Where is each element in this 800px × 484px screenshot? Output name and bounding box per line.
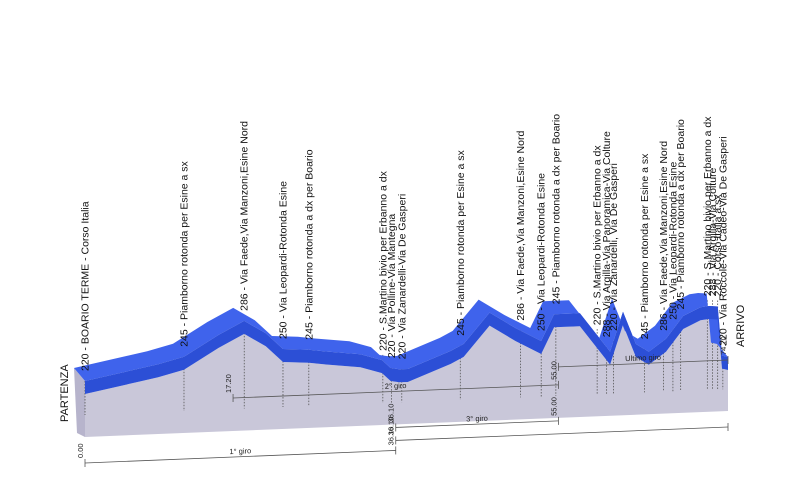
waypoint-label: 245 - Piamborno rotonda per Esine a sx bbox=[455, 149, 467, 335]
waypoint-label: 220 - Via Polline-Via Mantegna bbox=[386, 214, 398, 359]
waypoint-label: 220 - BOARIO TERME - Corso Italia bbox=[80, 201, 92, 371]
lap-name: 2° giro bbox=[385, 381, 407, 391]
waypoint-label: 220 - S.Martino bivio per Erbanno a dx bbox=[592, 145, 604, 326]
waypoint-label: 220 - Corso Italia a sx bbox=[712, 194, 724, 297]
lap-end-km: 55.00 bbox=[549, 361, 558, 380]
waypoint-label: 220 - S.Martino bivio per Erbanno a dx bbox=[377, 170, 389, 351]
base-left-face bbox=[74, 368, 85, 437]
waypoint-label: 220 - S.Martino bivio per Erbanno a dx bbox=[702, 116, 714, 297]
waypoint-label: 245 - Piamborno rotonda per Esine a sx bbox=[639, 153, 651, 339]
waypoint-label: 286 - Via Faede,Via Manzoni,Esine Nord bbox=[239, 121, 251, 311]
waypoint-label: 250 - Via Leopardi-Rotonda Esine bbox=[278, 181, 290, 339]
lap-name: 1° giro bbox=[229, 446, 251, 456]
lap-end-km: 55.00 bbox=[549, 397, 558, 416]
lap-start-km: 36.10 bbox=[387, 417, 396, 436]
lap-scale-line bbox=[395, 420, 559, 428]
waypoint-label: 245 - Piamborno rotonda a dx per Boario bbox=[675, 119, 687, 309]
lap-scale: 1° giro 0.00 36.10 2° giro 17.20 55.00 3° giro… bbox=[76, 336, 729, 467]
start-label: PARTENZA bbox=[59, 364, 71, 422]
profile-base-block bbox=[74, 319, 728, 437]
base-front-face bbox=[85, 319, 728, 437]
waypoint-label: 288 - Via Argilla-Via Colture bbox=[707, 167, 719, 296]
lap-scale-line bbox=[558, 359, 729, 368]
profile-top-surface bbox=[74, 293, 728, 394]
waypoint-labels: 220 - BOARIO TERME - Corso Italia 245 - P… bbox=[80, 114, 730, 371]
waypoint-label: 286 - Via Faede,Via Manzoni,Esine Nord bbox=[515, 131, 527, 321]
waypoint-label: 220 - Via Zanardelli-Via De Gasperi bbox=[396, 194, 408, 359]
finish-label: ARRIVO bbox=[735, 304, 747, 347]
waypoint-label: 220 - Via Roccole-Via Cadeo-Via De Gaspe… bbox=[717, 136, 729, 346]
lap-scale-line bbox=[84, 450, 396, 464]
lap-end-km: 36.10 bbox=[387, 427, 396, 446]
waypoint-label: 250 - Via Leopardi-Rotonda Esine bbox=[667, 162, 679, 320]
lap-end-km: 74.70 bbox=[719, 336, 728, 355]
waypoint-label: 245 - Piamborno rotonda per Esine a sx bbox=[179, 160, 191, 346]
waypoint-label: 288 - Via Argilla-Via Panoramica-Via Col… bbox=[601, 131, 613, 337]
lap-start-km: 36.10 bbox=[387, 404, 396, 423]
waypoint-label: 245 - Piamborno rotonda a dx per Boario bbox=[303, 149, 315, 339]
top-surface bbox=[74, 293, 728, 381]
waypoint-label: 250 - Via Leopardi-Rotonda Esine bbox=[536, 173, 548, 331]
lap-start-km: 0.00 bbox=[76, 443, 85, 458]
waypoint-label: 286 - Via Faede,Via Manzoni,Esine Nord bbox=[658, 141, 670, 331]
lap-name: 3° giro bbox=[466, 414, 488, 424]
waypoint-label: 220 - Via Zanardelli, Via De Gasperi bbox=[608, 163, 620, 331]
lap-start-km: 17.20 bbox=[224, 374, 233, 393]
lap-scale-line bbox=[233, 384, 559, 399]
waypoint-label: 245 - Piamborno rotonda a dx per Boario bbox=[550, 114, 562, 304]
lap-name: Ultimo giro bbox=[625, 353, 661, 363]
front-ribbon bbox=[85, 306, 728, 394]
lap-scale-line bbox=[395, 426, 729, 441]
